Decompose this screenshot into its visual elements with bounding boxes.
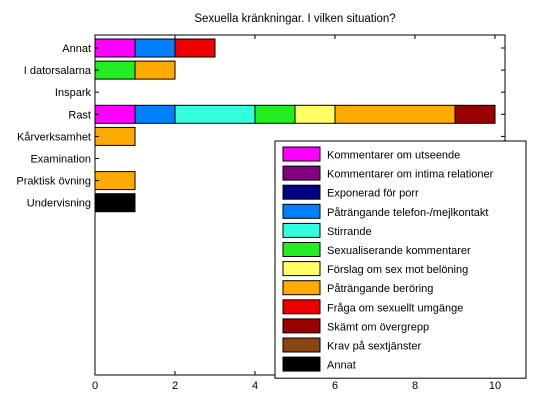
bar-annat-kommentarer-om-utseende	[94, 38, 136, 58]
y-tick-label-undervisning: Undervisning	[27, 198, 91, 210]
bar-rast-forslag-om-sex-mot-beloning	[294, 104, 336, 124]
x-tick-label-10: 10	[489, 380, 501, 392]
y-tick-label-karverksamhet: Kårverksamhet	[17, 131, 91, 143]
y-tick-label-annat: Annat	[62, 43, 91, 55]
y-axis: Annat I datorsalarna Inspark Rast Kårverksam…	[16, 43, 505, 210]
x-tick-label-6: 6	[332, 380, 338, 392]
legend: Kommentarer om utseende Kommentarer om in…	[274, 140, 527, 379]
bar-i-datorsalarna-sexualiserande-kommentarer	[94, 60, 136, 80]
legend-label-kommentarer-om-intima-relationer: Kommentarer om intima relationer	[327, 169, 494, 181]
legend-swatch-exponerad-for-porr	[282, 184, 321, 200]
x-tick-label-2: 2	[172, 380, 178, 392]
legend-swatch-fraga-om-sexuellt-umgange	[282, 299, 321, 315]
legend-label-patrangande-telefon-mejlkontakt: Påträngande telefon-/mejlkontakt	[327, 207, 488, 219]
legend-label-kommentarer-om-utseende: Kommentarer om utseende	[327, 150, 460, 162]
y-tick-label-examination: Examination	[30, 154, 91, 166]
legend-label-patrangande-beroring: Påträngande beröring	[327, 283, 433, 295]
bar-annat-patrangande-telefon-mejlkontakt	[134, 38, 176, 58]
bar-annat-fraga-om-sexuellt-umgange	[174, 38, 216, 58]
x-tick-label-0: 0	[92, 380, 98, 392]
legend-swatch-skamt-om-overgrepp	[282, 318, 321, 334]
y-tick-label-praktisk-ovning: Praktisk övning	[16, 176, 91, 188]
bar-rast-kommentarer-om-utseende	[94, 104, 136, 124]
bars	[94, 38, 496, 213]
y-tick-label-rast: Rast	[68, 109, 91, 121]
legend-swatch-patrangande-telefon-mejlkontakt	[282, 203, 321, 219]
bar-rast-stirrande	[174, 104, 256, 124]
legend-swatch-sexualiserande-kommentarer	[282, 242, 321, 257]
legend-swatch-stirrande	[282, 222, 321, 238]
x-tick-label-8: 8	[412, 380, 418, 392]
legend-label-skamt-om-overgrepp: Skämt om övergrepp	[327, 321, 429, 333]
chart-title: Sexuella kränkningar. I vilken situation…	[194, 13, 395, 25]
bar-karverksamhet-patrangande-beroring	[94, 126, 136, 146]
bar-rast-sexualiserande-kommentarer	[254, 104, 296, 124]
bar-rast-patrangande-telefon-mejlkontakt	[134, 104, 176, 124]
x-tick-label-4: 4	[252, 380, 258, 392]
legend-swatch-krav-pa-sextjanster	[282, 337, 321, 353]
legend-label-forslag-om-sex-mot-beloning: Förslag om sex mot belöning	[327, 264, 468, 276]
bar-rast-patrangande-beroring	[334, 104, 456, 124]
legend-swatch-patrangande-beroring	[282, 280, 321, 296]
legend-swatch-kommentarer-om-utseende	[282, 146, 321, 162]
y-tick-label-inspark: Inspark	[55, 87, 92, 99]
legend-swatch-annat	[282, 356, 321, 372]
legend-label-fraga-om-sexuellt-umgange: Fråga om sexuellt umgänge	[327, 302, 463, 314]
legend-label-stirrande: Stirrande	[327, 226, 372, 238]
legend-swatch-kommentarer-om-intima-relationer	[282, 165, 321, 181]
legend-swatch-forslag-om-sex-mot-beloning	[282, 261, 321, 277]
legend-label-annat: Annat	[327, 360, 356, 372]
x-axis: 0 2 4 6 8 10	[92, 35, 501, 392]
bar-i-datorsalarna-patrangande-beroring	[134, 60, 176, 80]
y-tick-label-i-datorsalarna: I datorsalarna	[24, 65, 92, 77]
bar-undervisning-annat	[94, 193, 136, 213]
bar-praktisk-ovning-patrangande-beroring	[94, 171, 136, 191]
legend-label-sexualiserande-kommentarer: Sexualiserande kommentarer	[327, 245, 471, 257]
legend-label-krav-pa-sextjanster: Krav på sextjänster	[327, 341, 421, 353]
bar-rast-skamt-om-overgrepp	[454, 104, 496, 124]
legend-label-exponerad-for-porr: Exponerad för porr	[327, 188, 419, 200]
